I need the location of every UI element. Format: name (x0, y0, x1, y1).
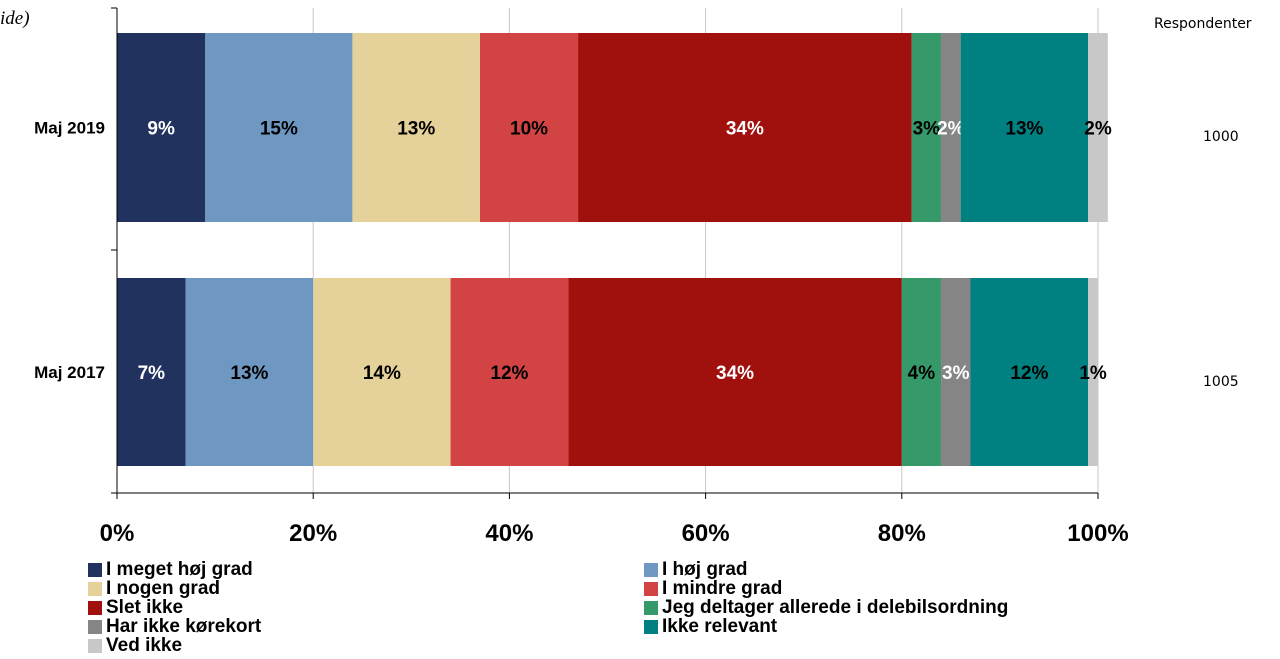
data-label: 14% (363, 363, 401, 384)
legend-swatch (88, 638, 102, 653)
x-tick-label: 60% (682, 520, 730, 547)
legend-label: Ved ikke (106, 635, 183, 656)
bar-segment (911, 33, 942, 222)
bar-segment (1088, 33, 1108, 222)
bar-segment (960, 33, 1089, 222)
data-label: 13% (1005, 119, 1043, 140)
bar-segment (450, 278, 569, 466)
x-tick-label: 0% (100, 520, 135, 547)
data-label: 3% (913, 119, 941, 140)
data-label: 15% (260, 119, 298, 140)
data-label: 1% (1079, 363, 1107, 384)
legend-label: Jeg deltager allerede i delebilsordning (662, 597, 1009, 618)
legend-item: I mindre grad (644, 579, 1144, 598)
data-label: 4% (908, 363, 936, 384)
bar-segment (941, 33, 961, 222)
x-tick-label: 80% (878, 520, 926, 547)
legend-swatch (644, 600, 658, 615)
legend-label: I meget høj grad (106, 559, 253, 580)
legend-label: I nogen grad (106, 578, 220, 599)
legend-item: Jeg deltager allerede i delebilsordning (644, 598, 1144, 617)
bar-segment (479, 33, 579, 222)
chart-legend: I meget høj grad I høj grad I nogen grad I … (88, 560, 1188, 655)
legend-swatch (88, 619, 102, 634)
legend-swatch (88, 600, 102, 615)
legend-swatch (644, 619, 658, 634)
data-label: 13% (397, 119, 435, 140)
data-label: 2% (937, 119, 965, 140)
legend-item: I høj grad (644, 560, 1144, 579)
respondents-value-maj-2017: 1005 (1203, 374, 1239, 390)
bar-segment (970, 278, 1089, 466)
data-label: 3% (942, 363, 970, 384)
legend-label: Ikke relevant (662, 616, 778, 637)
data-label: 34% (716, 363, 754, 384)
data-label: 10% (510, 119, 548, 140)
legend-swatch (644, 581, 658, 596)
bar-segment (117, 33, 206, 222)
bar-segment (205, 33, 353, 222)
legend-item: Slet ikke (88, 598, 644, 617)
legend-item: Har ikke kørekort (88, 617, 644, 636)
bar-segment (578, 33, 912, 222)
bar-segment (313, 278, 451, 466)
data-label: 7% (138, 363, 166, 384)
data-label: 2% (1084, 119, 1112, 140)
x-tick-label: 40% (485, 520, 533, 547)
data-label: 34% (726, 119, 764, 140)
data-label: 9% (147, 119, 175, 140)
legend-item: Ikke relevant (644, 617, 1144, 636)
legend-label: Slet ikke (106, 597, 184, 618)
data-label: 13% (230, 363, 268, 384)
legend-label: Har ikke kørekort (106, 616, 262, 637)
legend-swatch (644, 562, 658, 577)
bar-segment (941, 278, 971, 466)
respondents-value-maj-2019: 1000 (1203, 129, 1239, 145)
bar-segment (117, 278, 186, 466)
legend-label: I mindre grad (662, 578, 783, 599)
bar-segment (352, 33, 480, 222)
category-label: Maj 2017 (34, 363, 105, 382)
legend-item: I nogen grad (88, 579, 644, 598)
respondents-header: Respondenter (1154, 16, 1252, 32)
legend-item: Ved ikke (88, 636, 644, 655)
bar-segment (1088, 278, 1098, 466)
legend-swatch (88, 562, 102, 577)
legend-label: I høj grad (662, 559, 748, 580)
bar-segment (901, 278, 942, 466)
x-tick-label: 20% (289, 520, 337, 547)
data-label: 12% (490, 363, 528, 384)
category-label: Maj 2019 (34, 119, 105, 138)
data-label: 12% (1010, 363, 1048, 384)
corner-text: ide) (0, 8, 30, 29)
bar-segment (185, 278, 314, 466)
legend-item: I meget høj grad (88, 560, 644, 579)
legend-swatch (88, 581, 102, 596)
x-tick-label: 100% (1067, 520, 1128, 547)
bar-segment (568, 278, 902, 466)
